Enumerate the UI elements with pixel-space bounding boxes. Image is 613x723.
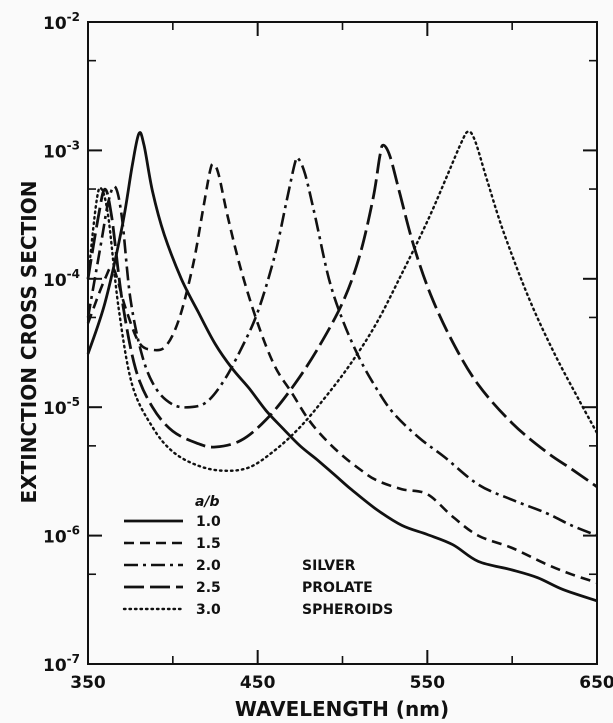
- y-axis-title: EXTINCTION CROSS SECTION: [17, 181, 41, 504]
- y-axis-ticks: 10-7 10-6 10-5 10-4 10-3 10-2: [43, 10, 597, 676]
- x-axis-ticks: 350 450 550 650: [70, 22, 613, 693]
- legend: a/b 1.0 1.5 2.0 2.5 3.0 SILVER PROLATE SPHER…: [122, 494, 393, 618]
- y-tick-label: 10-3: [43, 138, 80, 162]
- legend-label-2-5: 2.5: [196, 580, 221, 596]
- legend-annotation-silver: SILVER: [302, 558, 356, 574]
- legend-label-3-0: 3.0: [196, 602, 221, 618]
- x-tick-label: 650: [579, 673, 613, 693]
- series-line-2-5: [86, 143, 598, 488]
- x-tick-label: 550: [410, 673, 446, 693]
- series-line-2-0: [86, 156, 598, 537]
- series-line-1-5: [86, 162, 598, 584]
- series-line-1-0: [86, 131, 598, 603]
- series-layer: [86, 130, 599, 603]
- legend-label-1-0: 1.0: [196, 514, 221, 530]
- series-line-3-0: [86, 130, 599, 472]
- y-tick-label: 10-6: [43, 524, 80, 548]
- legend-label-2-0: 2.0: [196, 558, 221, 574]
- y-tick-label: 10-5: [43, 395, 80, 419]
- legend-annotation-prolate: PROLATE: [302, 580, 373, 596]
- y-tick-label: 10-2: [43, 10, 80, 34]
- legend-header: a/b: [195, 494, 220, 510]
- y-tick-label: 10-4: [43, 267, 80, 291]
- legend-label-1-5: 1.5: [196, 536, 221, 552]
- y-tick-label: 10-7: [43, 652, 80, 676]
- x-tick-label: 350: [70, 673, 106, 693]
- x-axis-title: WAVELENGTH (nm): [235, 697, 449, 721]
- legend-annotation-spheroids: SPHEROIDS: [302, 602, 393, 618]
- x-tick-label: 450: [240, 673, 276, 693]
- legend-items: 1.0 1.5 2.0 2.5 3.0: [122, 514, 221, 618]
